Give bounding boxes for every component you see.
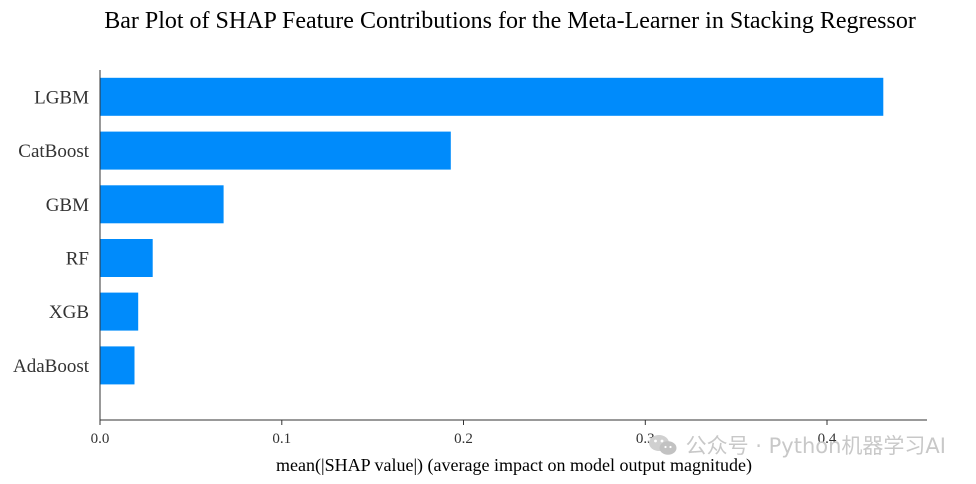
x-tick-label: 0.4: [818, 431, 837, 447]
wechat-icon: [648, 433, 678, 457]
watermark: 公众号 · Python机器学习AI: [648, 430, 946, 460]
category-label-catboost: CatBoost: [18, 141, 89, 162]
x-tick-label: 0.1: [272, 431, 291, 447]
bar-gbm: [100, 185, 224, 224]
category-label-adaboost: AdaBoost: [13, 356, 90, 377]
bar-xgb: [100, 292, 139, 331]
bar-adaboost: [100, 346, 135, 385]
bar-catboost: [100, 131, 451, 170]
category-label-lgbm: LGBM: [34, 87, 89, 108]
category-labels: LGBM CatBoost GBM RF XGB AdaBoost: [13, 87, 90, 377]
x-tick-label: 0.2: [454, 431, 473, 447]
category-label-gbm: GBM: [46, 195, 89, 216]
category-label-rf: RF: [66, 249, 89, 270]
x-axis-label: mean(|SHAP value|) (average impact on mo…: [276, 455, 752, 476]
watermark-text: 公众号 · Python机器学习AI: [685, 434, 946, 458]
x-tick-label: 0.0: [91, 431, 110, 447]
bar-lgbm: [100, 77, 884, 116]
category-label-xgb: XGB: [49, 302, 89, 323]
chart-title: Bar Plot of SHAP Feature Contributions f…: [104, 8, 916, 34]
bars-group: [100, 77, 884, 385]
bar-rf: [100, 239, 153, 277]
